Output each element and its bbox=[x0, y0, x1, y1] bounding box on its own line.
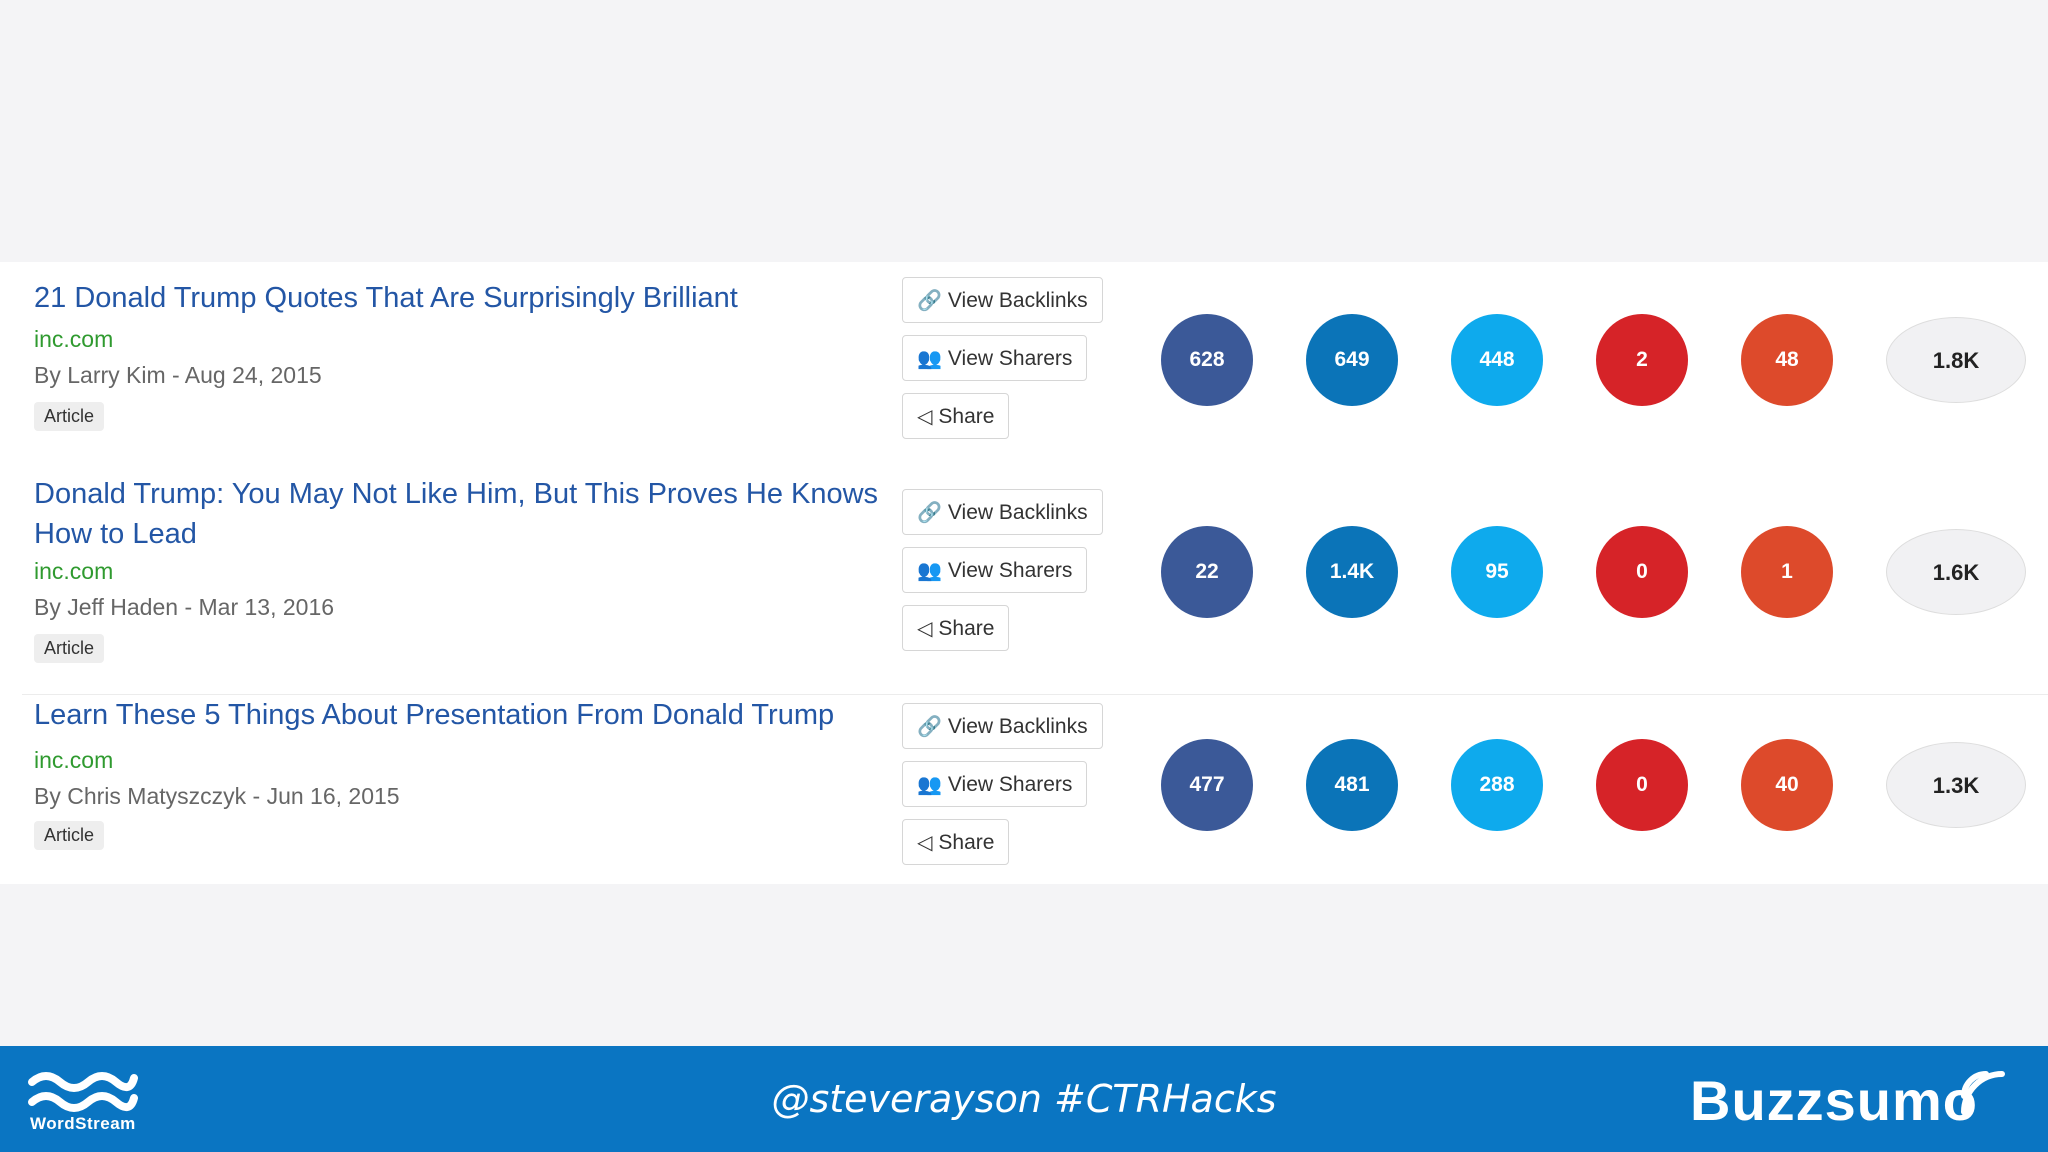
twitter-shares-count: 95 bbox=[1451, 526, 1543, 618]
share-label: Share bbox=[938, 405, 995, 428]
view-backlinks-button[interactable]: 🔗 View Backlinks bbox=[902, 703, 1103, 749]
view-sharers-button[interactable]: 👥 View Sharers bbox=[902, 335, 1088, 381]
view-sharers-label: View Sharers bbox=[947, 773, 1073, 796]
total-shares-count: 1.3K bbox=[1886, 742, 2026, 828]
linkedin-shares-count: 481 bbox=[1306, 739, 1398, 831]
googleplus-shares-count: 1 bbox=[1741, 526, 1833, 618]
result-row: Learn These 5 Things About Presentation … bbox=[22, 694, 2048, 885]
link-icon: 🔗 bbox=[917, 502, 942, 524]
share-button[interactable]: ◁ Share bbox=[902, 605, 1010, 651]
users-icon: 👥 bbox=[917, 348, 942, 370]
result-row: 21 Donald Trump Quotes That Are Surprisi… bbox=[22, 262, 2048, 474]
share-button[interactable]: ◁ Share bbox=[902, 819, 1010, 865]
view-sharers-button[interactable]: 👥 View Sharers bbox=[902, 761, 1088, 807]
total-shares-count: 1.6K bbox=[1886, 529, 2026, 615]
twitter-shares-count: 288 bbox=[1451, 739, 1543, 831]
result-byline: By Chris Matyszczyk - Jun 16, 2015 bbox=[34, 783, 400, 809]
result-title-link[interactable]: Learn These 5 Things About Presentation … bbox=[34, 699, 835, 731]
pinterest-shares-count: 0 bbox=[1596, 526, 1688, 618]
twitter-shares-count: 448 bbox=[1451, 314, 1543, 406]
share-label: Share bbox=[938, 831, 995, 854]
users-icon: 👥 bbox=[917, 774, 942, 796]
wordstream-logo-icon bbox=[28, 1072, 138, 1112]
facebook-shares-count: 628 bbox=[1161, 314, 1253, 406]
facebook-shares-count: 22 bbox=[1161, 526, 1253, 618]
pinterest-shares-count: 2 bbox=[1596, 314, 1688, 406]
result-byline: By Jeff Haden - Mar 13, 2016 bbox=[34, 594, 335, 620]
result-title-link[interactable]: 21 Donald Trump Quotes That Are Surprisi… bbox=[34, 282, 738, 314]
result-domain[interactable]: inc.com bbox=[34, 326, 114, 352]
share-label: Share bbox=[938, 617, 995, 640]
result-domain[interactable]: inc.com bbox=[34, 558, 114, 584]
view-backlinks-button[interactable]: 🔗 View Backlinks bbox=[902, 277, 1103, 323]
buzzsumo-logo-text: Buzzsumo bbox=[1690, 1069, 1978, 1132]
view-backlinks-label: View Backlinks bbox=[947, 501, 1088, 524]
share-button[interactable]: ◁ Share bbox=[902, 393, 1010, 439]
googleplus-shares-count: 40 bbox=[1741, 739, 1833, 831]
wordstream-logo-text: WordStream bbox=[30, 1114, 136, 1133]
users-icon: 👥 bbox=[917, 560, 942, 582]
linkedin-shares-count: 649 bbox=[1306, 314, 1398, 406]
twitter-handle-hashtag: @steverayson #CTRHacks bbox=[771, 1077, 1277, 1121]
content-type-badge: Article bbox=[34, 634, 105, 663]
linkedin-shares-count: 1.4K bbox=[1306, 526, 1398, 618]
view-backlinks-label: View Backlinks bbox=[947, 289, 1088, 312]
results-list: 21 Donald Trump Quotes That Are Surprisi… bbox=[0, 262, 2048, 884]
content-type-badge: Article bbox=[34, 821, 105, 850]
view-backlinks-button[interactable]: 🔗 View Backlinks bbox=[902, 489, 1103, 535]
footer-bar: WordStream @steverayson #CTRHacks Buzzsu… bbox=[0, 1046, 2048, 1152]
view-sharers-label: View Sharers bbox=[947, 559, 1073, 582]
view-backlinks-label: View Backlinks bbox=[947, 715, 1088, 738]
facebook-shares-count: 477 bbox=[1161, 739, 1253, 831]
result-byline: By Larry Kim - Aug 24, 2015 bbox=[34, 362, 322, 388]
result-title-link[interactable]: Donald Trump: You May Not Like Him, But … bbox=[34, 478, 879, 550]
total-shares-count: 1.8K bbox=[1886, 317, 2026, 403]
content-type-badge: Article bbox=[34, 402, 105, 431]
pinterest-shares-count: 0 bbox=[1596, 739, 1688, 831]
share-icon: ◁ bbox=[917, 832, 933, 854]
share-icon: ◁ bbox=[917, 618, 933, 640]
link-icon: 🔗 bbox=[917, 716, 942, 738]
result-domain[interactable]: inc.com bbox=[34, 747, 114, 773]
googleplus-shares-count: 48 bbox=[1741, 314, 1833, 406]
view-sharers-button[interactable]: 👥 View Sharers bbox=[902, 547, 1088, 593]
result-row: Donald Trump: You May Not Like Him, But … bbox=[22, 474, 2048, 694]
share-icon: ◁ bbox=[917, 406, 933, 428]
buzzsumo-signal-icon bbox=[1961, 1071, 2005, 1115]
link-icon: 🔗 bbox=[917, 290, 942, 312]
view-sharers-label: View Sharers bbox=[947, 347, 1073, 370]
